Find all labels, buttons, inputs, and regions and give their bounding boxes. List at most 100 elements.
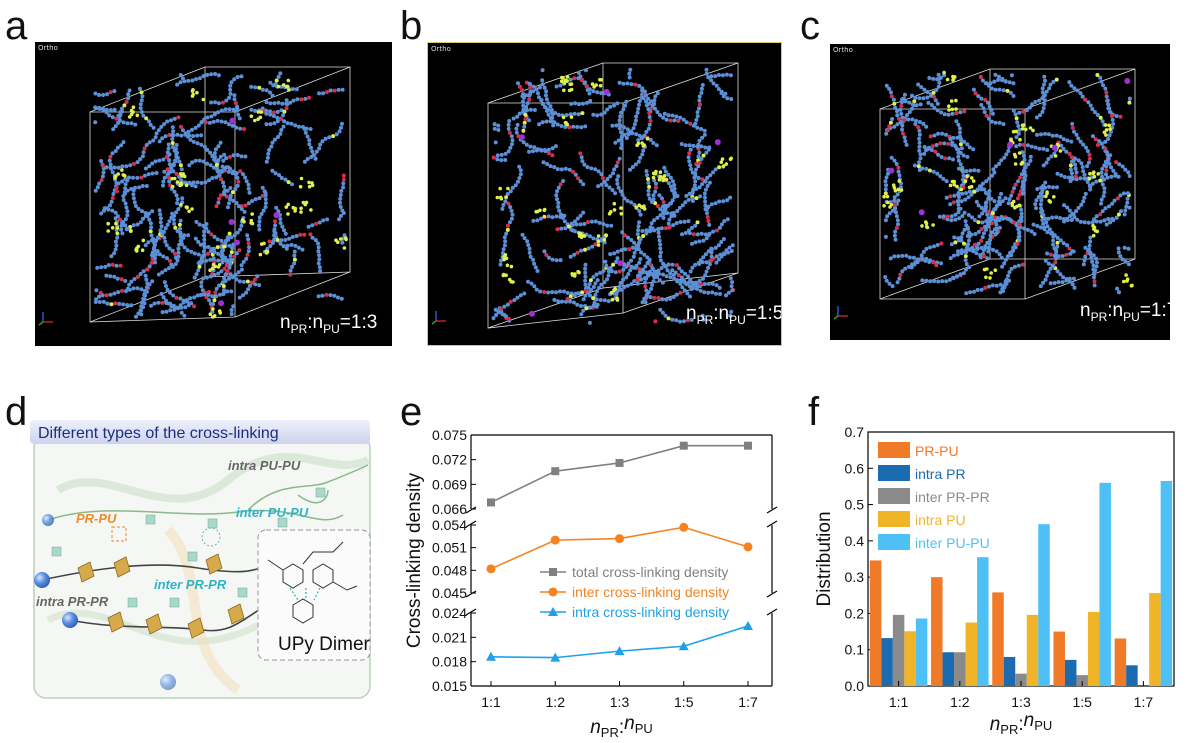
bead	[552, 165, 557, 170]
panel-label-b: b	[400, 4, 423, 48]
bead	[286, 180, 291, 185]
bead	[156, 128, 161, 133]
bead	[935, 108, 940, 113]
bead	[125, 303, 130, 307]
bead	[1075, 217, 1080, 222]
bead	[520, 232, 525, 237]
bead	[625, 81, 630, 86]
bead	[299, 210, 303, 214]
bead	[231, 153, 236, 158]
bead	[249, 114, 254, 118]
ion-bead	[1007, 141, 1014, 148]
bead	[1059, 173, 1064, 178]
panel-label-a: a	[5, 4, 28, 48]
bead	[605, 107, 610, 112]
bead	[1082, 220, 1087, 225]
bead	[1120, 257, 1125, 262]
bead	[201, 223, 206, 228]
bead	[107, 113, 112, 118]
bead	[503, 314, 508, 319]
bead	[189, 249, 194, 254]
bead	[522, 236, 527, 241]
bead	[95, 265, 100, 270]
bead	[1040, 109, 1045, 114]
bead	[1082, 172, 1087, 177]
bead	[897, 116, 901, 121]
bead	[629, 200, 634, 205]
bead	[945, 77, 950, 82]
bead	[1126, 262, 1131, 267]
bead	[327, 135, 332, 140]
bead	[199, 284, 204, 289]
bead	[276, 74, 281, 79]
bead	[195, 133, 200, 138]
bead	[555, 197, 559, 202]
bead	[158, 212, 163, 217]
bead	[243, 154, 248, 159]
bead	[232, 77, 237, 82]
bead	[920, 256, 925, 261]
bead	[925, 90, 930, 94]
bead	[933, 149, 938, 154]
bead	[896, 187, 901, 192]
bead	[184, 298, 189, 303]
bead	[1125, 191, 1130, 196]
bead	[917, 96, 922, 101]
bead	[1017, 127, 1022, 132]
bead	[1105, 175, 1110, 180]
bead	[510, 212, 515, 217]
bead	[265, 155, 270, 160]
bead	[716, 257, 721, 262]
bead	[307, 142, 312, 147]
bead	[588, 293, 592, 298]
bead	[233, 272, 238, 277]
bead	[572, 293, 577, 298]
bead	[928, 258, 932, 263]
bead	[951, 200, 956, 205]
bead	[1019, 207, 1024, 212]
bead	[235, 104, 239, 109]
bead	[295, 97, 300, 102]
bead	[241, 279, 246, 284]
bead	[590, 82, 595, 86]
bead	[647, 122, 652, 127]
bead	[198, 242, 203, 247]
y-tick-label: 0.6	[845, 460, 865, 476]
bead	[220, 260, 225, 265]
bead	[642, 252, 647, 257]
bead	[955, 135, 960, 140]
bead	[93, 120, 98, 125]
bead	[642, 296, 647, 301]
ion-bead	[1124, 78, 1131, 84]
bead	[339, 125, 343, 130]
bead	[986, 209, 991, 214]
axis-break-mark	[465, 520, 477, 528]
bead	[1000, 264, 1005, 269]
bead	[213, 72, 218, 76]
bead	[116, 165, 121, 170]
bead	[956, 191, 961, 195]
bead	[564, 299, 568, 304]
bead	[658, 246, 663, 251]
bead	[260, 87, 265, 92]
bead	[310, 223, 315, 228]
bead	[220, 100, 225, 105]
bead	[597, 220, 602, 225]
bead	[212, 246, 217, 251]
bead	[216, 200, 221, 205]
bead	[1083, 97, 1088, 102]
bead	[504, 231, 509, 236]
bead	[686, 274, 691, 279]
bead	[939, 241, 944, 246]
bead	[527, 97, 532, 102]
bead	[679, 275, 684, 280]
bead	[662, 165, 667, 170]
bead	[1053, 260, 1058, 265]
bead	[644, 93, 649, 98]
bead	[988, 276, 992, 280]
bead	[1118, 193, 1123, 198]
bead	[1029, 229, 1034, 234]
bead	[238, 126, 243, 131]
bead	[1006, 149, 1011, 153]
bead	[892, 198, 897, 203]
